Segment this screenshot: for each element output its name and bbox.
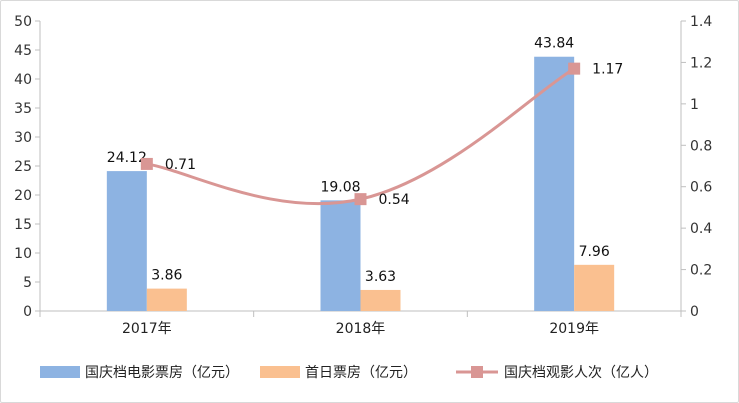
x-category-label: 2017年 <box>122 321 172 337</box>
bar-1-data-label: 43.84 <box>534 36 574 52</box>
line-data-label: 0.54 <box>379 192 410 208</box>
legend-swatch-1 <box>40 366 80 378</box>
line-point-marker <box>568 62 581 75</box>
legend-label-1: 国庆档电影票房（亿元） <box>85 365 239 381</box>
legend-label-2: 首日票房（亿元） <box>305 365 417 381</box>
bar-1 <box>320 200 361 311</box>
left-tick-label: 50 <box>14 14 32 30</box>
bar-1-data-label: 24.12 <box>107 150 147 166</box>
line-data-label: 0.71 <box>165 157 196 173</box>
bar-2-data-label: 3.63 <box>365 269 396 285</box>
bar-1 <box>106 171 147 311</box>
left-tick-label: 15 <box>14 217 32 233</box>
left-tick-label: 20 <box>14 188 32 204</box>
right-tick-label: 0.2 <box>690 263 712 279</box>
left-tick-label: 45 <box>14 43 32 59</box>
left-tick-label: 0 <box>23 304 32 320</box>
right-tick-label: 1.2 <box>690 55 712 71</box>
right-tick-label: 1 <box>690 97 699 113</box>
bar-2-data-label: 7.96 <box>579 244 610 260</box>
left-tick-label: 5 <box>23 275 32 291</box>
left-tick-label: 25 <box>14 159 32 175</box>
bar-1 <box>534 56 575 312</box>
right-tick-label: 0.6 <box>690 180 712 196</box>
line-data-label: 1.17 <box>592 62 623 78</box>
line-point-marker <box>140 157 153 170</box>
legend-swatch-2 <box>260 366 300 378</box>
x-category-label: 2018年 <box>336 321 386 337</box>
right-tick-label: 0 <box>690 304 699 320</box>
legend-label-3: 国庆档观影人次（亿人） <box>504 365 658 381</box>
left-tick-label: 40 <box>14 72 32 88</box>
bar-2 <box>360 289 401 311</box>
right-tick-label: 1.4 <box>690 14 712 30</box>
line-point-marker <box>354 193 367 206</box>
x-category-label: 2019年 <box>549 321 599 337</box>
right-tick-label: 0.4 <box>690 221 712 237</box>
left-tick-label: 35 <box>14 101 32 117</box>
bar-2 <box>146 288 187 311</box>
bar-2 <box>574 264 615 311</box>
legend-line-marker <box>471 366 483 378</box>
bar-1-data-label: 19.08 <box>320 179 360 195</box>
left-tick-label: 10 <box>14 246 32 262</box>
bar-2-data-label: 3.86 <box>151 268 182 284</box>
left-tick-label: 30 <box>14 130 32 146</box>
right-tick-label: 0.8 <box>690 138 712 154</box>
